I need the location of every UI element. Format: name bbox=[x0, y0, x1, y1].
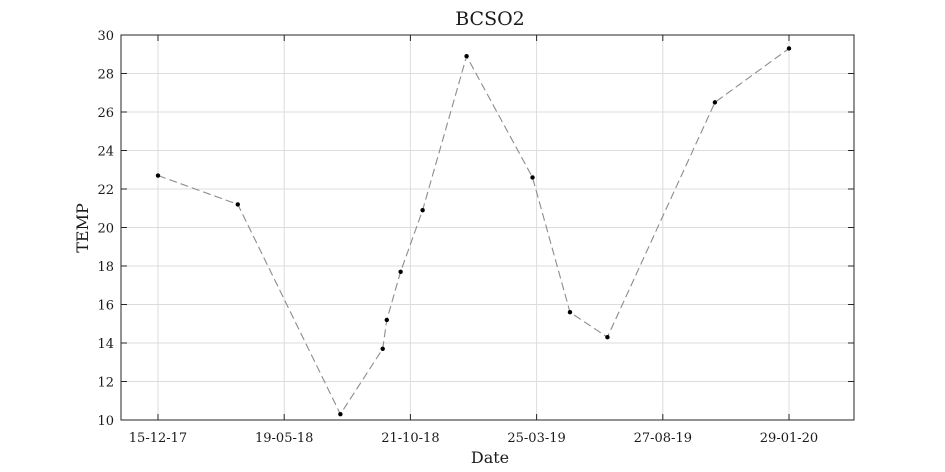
series-layer bbox=[155, 46, 792, 417]
data-point bbox=[464, 53, 469, 59]
y-axis: 10 12 14 16 18 20 22 24 26 28 30 bbox=[97, 29, 854, 429]
y-tick-label: 28 bbox=[97, 68, 114, 83]
chart-title: BCSO2 bbox=[455, 8, 525, 30]
data-point bbox=[712, 100, 718, 105]
data-point bbox=[786, 46, 792, 51]
x-tick-label: 29-01-20 bbox=[760, 431, 818, 446]
x-tick-label: 21-10-18 bbox=[381, 431, 439, 446]
data-point bbox=[338, 412, 343, 417]
y-tick-label: 14 bbox=[97, 337, 114, 352]
y-axis-label: TEMP bbox=[73, 203, 92, 253]
data-point bbox=[380, 346, 385, 351]
data-point bbox=[567, 310, 573, 315]
x-tick-label: 19-05-18 bbox=[255, 431, 313, 446]
x-axis-label: Date bbox=[471, 448, 509, 467]
y-tick-label: 22 bbox=[97, 183, 114, 198]
data-point bbox=[384, 317, 389, 323]
y-tick-label: 26 bbox=[97, 106, 114, 121]
y-tick-label: 18 bbox=[97, 260, 114, 275]
x-axis: 15-12-17 19-05-18 21-10-18 25-03-19 27-08-19… bbox=[129, 35, 818, 446]
data-point bbox=[155, 173, 161, 178]
x-tick-label: 15-12-17 bbox=[129, 431, 187, 446]
y-tick-label: 10 bbox=[97, 414, 114, 429]
data-point bbox=[420, 207, 425, 213]
data-point bbox=[605, 335, 610, 340]
y-tick-label: 20 bbox=[97, 222, 114, 237]
y-tick-label: 30 bbox=[97, 29, 114, 44]
data-point bbox=[235, 202, 240, 207]
x-tick-label: 27-08-19 bbox=[634, 431, 692, 446]
y-tick-label: 16 bbox=[97, 299, 114, 314]
x-tick-label: 25-03-19 bbox=[507, 431, 565, 446]
y-tick-label: 24 bbox=[97, 145, 114, 160]
data-point bbox=[530, 175, 535, 180]
y-tick-label: 12 bbox=[97, 376, 114, 391]
data-point bbox=[398, 269, 403, 274]
